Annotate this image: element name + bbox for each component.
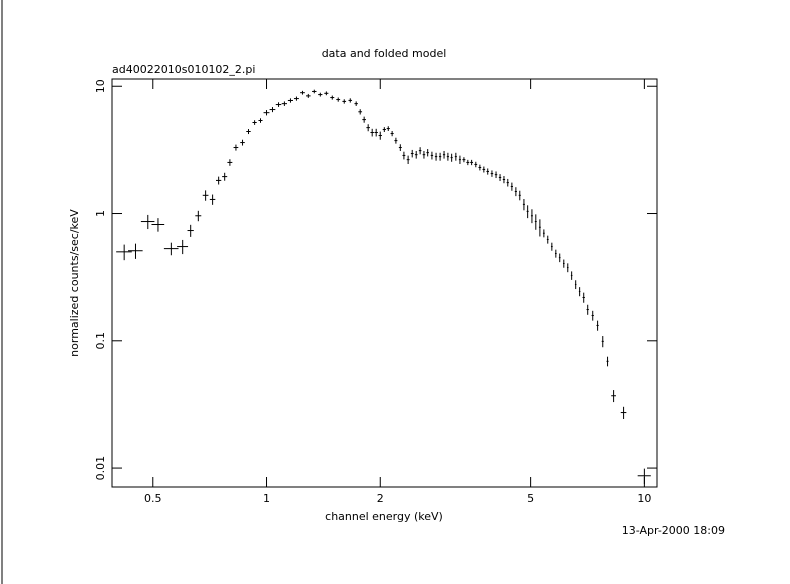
y-tick-label: 10 bbox=[94, 79, 107, 93]
x-tick-label: 2 bbox=[377, 492, 384, 505]
x-tick-label: 0.5 bbox=[144, 492, 162, 505]
y-tick-label: 0.1 bbox=[94, 332, 107, 350]
x-tick-label: 10 bbox=[637, 492, 651, 505]
chart-subtitle: ad40022010s010102_2.pi bbox=[112, 63, 255, 76]
plot-frame bbox=[111, 78, 658, 488]
x-tick-label: 5 bbox=[527, 492, 534, 505]
x-tick-label: 1 bbox=[263, 492, 270, 505]
footnote: 13-Apr-2000 18:09 bbox=[622, 524, 725, 537]
chart-title: data and folded model bbox=[322, 47, 447, 60]
y-axis-label: normalized counts/sec/keV bbox=[68, 209, 81, 357]
x-axis-label: channel energy (keV) bbox=[325, 510, 443, 523]
y-tick-label: 1 bbox=[94, 210, 107, 217]
y-tick-label: 0.01 bbox=[94, 456, 107, 481]
